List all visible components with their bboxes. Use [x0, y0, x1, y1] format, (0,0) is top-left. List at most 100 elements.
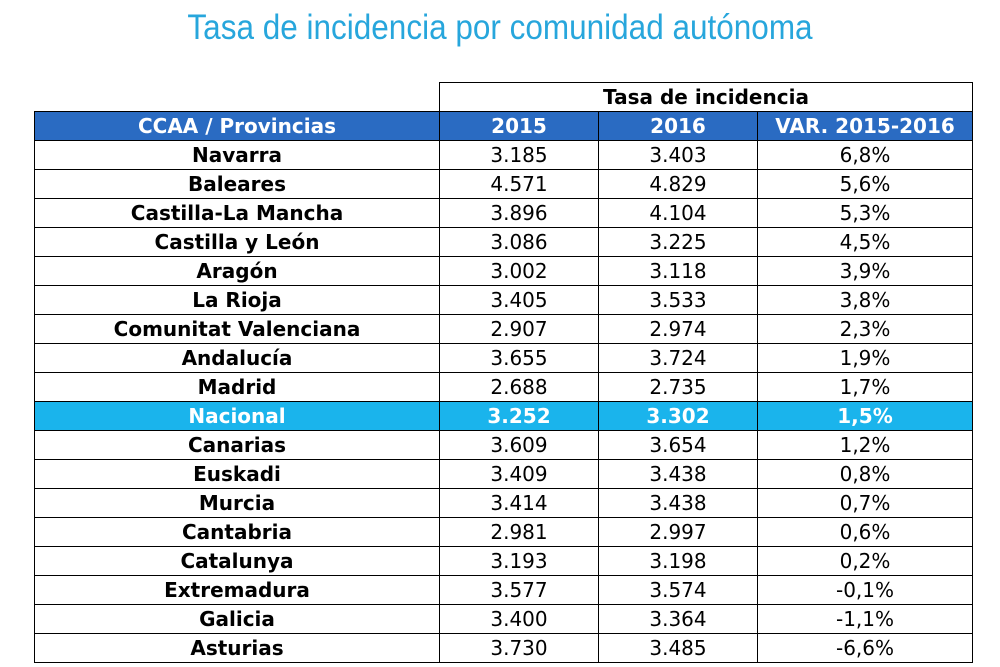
value-2016-cell: 3.198: [598, 546, 758, 576]
table-row: Catalunya 3.193 3.198 0,2%: [34, 546, 973, 576]
value-2015-cell: 3.409: [439, 459, 599, 489]
column-header-row: CCAA / Provincias 2015 2016 VAR. 2015-20…: [34, 111, 973, 141]
value-2015-cell: 2.981: [439, 517, 599, 547]
value-2015-cell: 3.896: [439, 198, 599, 228]
variation-cell: 5,3%: [757, 198, 973, 228]
value-2015-cell: 4.571: [439, 169, 599, 199]
value-2016-cell: 3.438: [598, 488, 758, 518]
table-row: Extremadura 3.577 3.574 -0,1%: [34, 575, 973, 605]
value-2015-cell: 3.414: [439, 488, 599, 518]
value-2016-cell: 2.997: [598, 517, 758, 547]
value-2016-cell: 4.829: [598, 169, 758, 199]
value-2015-cell: 3.185: [439, 140, 599, 170]
table-row: Galicia 3.400 3.364 -1,1%: [34, 604, 973, 634]
variation-cell: 5,6%: [757, 169, 973, 199]
value-2015-cell: 3.405: [439, 285, 599, 315]
region-cell: Galicia: [34, 604, 440, 634]
value-2016-cell: 3.403: [598, 140, 758, 170]
value-2015-cell: 2.688: [439, 372, 599, 402]
value-2015-cell: 3.193: [439, 546, 599, 576]
value-2015-cell: 3.400: [439, 604, 599, 634]
group-header: Tasa de incidencia: [439, 82, 973, 112]
empty-header-cell: [34, 82, 440, 112]
region-cell: Extremadura: [34, 575, 440, 605]
table-row: Aragón 3.002 3.118 3,9%: [34, 256, 973, 286]
variation-cell: 3,9%: [757, 256, 973, 286]
variation-cell: 0,8%: [757, 459, 973, 489]
column-header-variation: VAR. 2015-2016: [757, 111, 973, 141]
region-cell: Comunitat Valenciana: [34, 314, 440, 344]
table-row: Cantabria 2.981 2.997 0,6%: [34, 517, 973, 547]
value-2015-cell: 3.609: [439, 430, 599, 460]
value-2016-cell: 3.574: [598, 575, 758, 605]
value-2016-cell: 3.533: [598, 285, 758, 315]
table-row: Castilla y León 3.086 3.225 4,5%: [34, 227, 973, 257]
variation-cell: 4,5%: [757, 227, 973, 257]
value-2015-cell: 3.002: [439, 256, 599, 286]
variation-cell: 0,6%: [757, 517, 973, 547]
column-header-2016: 2016: [598, 111, 758, 141]
group-header-row: Tasa de incidencia: [34, 82, 973, 112]
value-2016-cell: 3.654: [598, 430, 758, 460]
value-2016-cell: 3.438: [598, 459, 758, 489]
region-cell: Madrid: [34, 372, 440, 402]
table-row: Comunitat Valenciana 2.907 2.974 2,3%: [34, 314, 973, 344]
page-title: Tasa de incidencia por comunidad autónom…: [187, 8, 813, 47]
variation-cell: 1,7%: [757, 372, 973, 402]
region-cell: Murcia: [34, 488, 440, 518]
value-2015-cell: 3.086: [439, 227, 599, 257]
region-cell: Andalucía: [34, 343, 440, 373]
table-row: Andalucía 3.655 3.724 1,9%: [34, 343, 973, 373]
table-row: Canarias 3.609 3.654 1,2%: [34, 430, 973, 460]
value-2015-cell: 2.907: [439, 314, 599, 344]
region-cell: Aragón: [34, 256, 440, 286]
variation-cell: 1,2%: [757, 430, 973, 460]
value-2016-cell: 3.302: [598, 401, 758, 431]
variation-cell: -0,1%: [757, 575, 973, 605]
value-2016-cell: 4.104: [598, 198, 758, 228]
region-cell: Canarias: [34, 430, 440, 460]
table-row: Euskadi 3.409 3.438 0,8%: [34, 459, 973, 489]
region-cell: Navarra: [34, 140, 440, 170]
value-2015-cell: 3.730: [439, 633, 599, 663]
table-row: Asturias 3.730 3.485 -6,6%: [34, 633, 973, 663]
region-cell: Castilla-La Mancha: [34, 198, 440, 228]
value-2015-cell: 3.577: [439, 575, 599, 605]
value-2016-cell: 2.974: [598, 314, 758, 344]
value-2016-cell: 3.118: [598, 256, 758, 286]
variation-cell: 2,3%: [757, 314, 973, 344]
variation-cell: 1,5%: [757, 401, 973, 431]
column-header-region: CCAA / Provincias: [34, 111, 440, 141]
table-row: Murcia 3.414 3.438 0,7%: [34, 488, 973, 518]
value-2016-cell: 3.485: [598, 633, 758, 663]
table-row: Madrid 2.688 2.735 1,7%: [34, 372, 973, 402]
variation-cell: 3,8%: [757, 285, 973, 315]
variation-cell: -6,6%: [757, 633, 973, 663]
region-cell: Nacional: [34, 401, 440, 431]
region-cell: Catalunya: [34, 546, 440, 576]
table-row-highlight: Nacional 3.252 3.302 1,5%: [34, 401, 973, 431]
incidence-table: Tasa de incidencia CCAA / Provincias 201…: [34, 82, 973, 663]
value-2016-cell: 3.724: [598, 343, 758, 373]
table-row: Castilla-La Mancha 3.896 4.104 5,3%: [34, 198, 973, 228]
table-row: Baleares 4.571 4.829 5,6%: [34, 169, 973, 199]
table-body: Navarra 3.185 3.403 6,8% Baleares 4.571 4.829 5…: [34, 140, 973, 663]
value-2016-cell: 3.364: [598, 604, 758, 634]
region-cell: Baleares: [34, 169, 440, 199]
region-cell: La Rioja: [34, 285, 440, 315]
region-cell: Asturias: [34, 633, 440, 663]
table-row: La Rioja 3.405 3.533 3,8%: [34, 285, 973, 315]
value-2016-cell: 3.225: [598, 227, 758, 257]
variation-cell: 1,9%: [757, 343, 973, 373]
region-cell: Euskadi: [34, 459, 440, 489]
region-cell: Castilla y León: [34, 227, 440, 257]
variation-cell: -1,1%: [757, 604, 973, 634]
value-2015-cell: 3.252: [439, 401, 599, 431]
variation-cell: 0,7%: [757, 488, 973, 518]
variation-cell: 0,2%: [757, 546, 973, 576]
value-2016-cell: 2.735: [598, 372, 758, 402]
region-cell: Cantabria: [34, 517, 440, 547]
variation-cell: 6,8%: [757, 140, 973, 170]
column-header-2015: 2015: [439, 111, 599, 141]
table-row: Navarra 3.185 3.403 6,8%: [34, 140, 973, 170]
